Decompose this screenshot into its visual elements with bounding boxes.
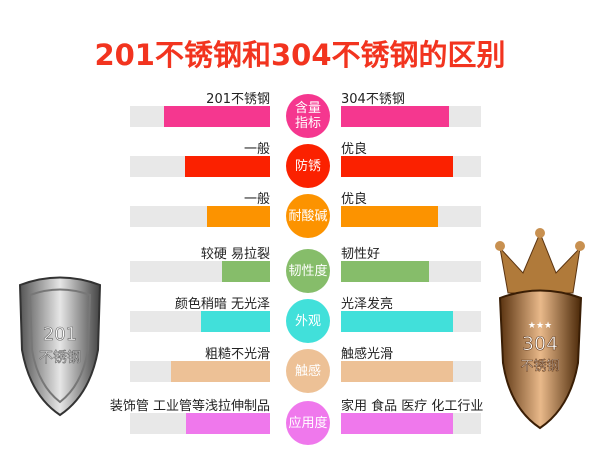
right-label: 优良 xyxy=(341,142,368,157)
left-label: 装饰管 工业管等浅拉伸制品 xyxy=(109,399,270,414)
right-bar-track xyxy=(341,261,481,282)
right-bar-fill xyxy=(341,261,430,282)
comparison-row: 一般 耐酸碱 优良 xyxy=(0,188,600,238)
page-title: 201不锈钢和304不锈钢的区别 xyxy=(94,38,506,72)
left-bar-fill xyxy=(186,413,270,434)
category-badge: 耐酸碱 xyxy=(286,194,330,238)
left-bar-track xyxy=(130,206,270,227)
right-bar-track xyxy=(341,106,481,127)
comparison-row: 粗糙不光滑 触感 触感光滑 xyxy=(0,343,600,393)
right-bar-track xyxy=(341,311,481,332)
svg-text:不锈钢: 不锈钢 xyxy=(39,350,81,366)
svg-text:不锈钢: 不锈钢 xyxy=(520,359,559,374)
left-bar-track xyxy=(130,311,270,332)
left-bar-fill xyxy=(207,206,270,227)
right-bar-fill xyxy=(341,413,453,434)
left-label: 201不锈钢 xyxy=(206,92,270,107)
shield-304-crown-icon: ★★★ 304 不锈钢 xyxy=(495,228,585,430)
left-bar-fill xyxy=(163,106,270,127)
comparison-row: 一般 防锈 优良 xyxy=(0,138,600,188)
category-badge: 外观 xyxy=(286,299,330,343)
right-label: 304不锈钢 xyxy=(341,92,405,107)
right-bar-fill xyxy=(341,206,438,227)
left-label: 一般 xyxy=(243,192,270,207)
category-badge: 防锈 xyxy=(286,144,330,188)
comparison-row: 颜色稍暗 无光泽 外观 光泽发亮 xyxy=(0,293,600,343)
right-bar-fill xyxy=(341,156,453,177)
comparison-row: 较硬 易拉裂 韧性度 韧性好 xyxy=(0,243,600,293)
right-label: 韧性好 xyxy=(341,247,381,262)
category-badge: 应用度 xyxy=(286,401,330,445)
comparison-row: 201不锈钢 含量指标 304不锈钢 xyxy=(0,88,600,138)
comparison-row: 装饰管 工业管等浅拉伸制品 应用度 家用 食品 医疗 化工行业 xyxy=(0,395,600,445)
right-bar-fill xyxy=(341,361,453,382)
right-bar-track xyxy=(341,156,481,177)
left-bar-fill xyxy=(222,261,270,282)
left-bar-track xyxy=(130,361,270,382)
left-bar-track xyxy=(130,261,270,282)
right-label: 光泽发亮 xyxy=(341,297,394,312)
right-bar-track xyxy=(341,413,481,434)
left-bar-track xyxy=(130,413,270,434)
left-label: 较硬 易拉裂 xyxy=(200,247,270,262)
right-label: 家用 食品 医疗 化工行业 xyxy=(341,399,484,414)
right-label: 触感光滑 xyxy=(341,347,394,362)
right-bar-track xyxy=(341,206,481,227)
right-bar-track xyxy=(341,361,481,382)
right-bar-fill xyxy=(341,311,453,332)
left-bar-fill xyxy=(170,361,270,382)
left-bar-fill xyxy=(184,156,270,177)
svg-text:304: 304 xyxy=(522,333,558,355)
left-label: 一般 xyxy=(243,142,270,157)
category-badge: 韧性度 xyxy=(286,249,330,293)
left-bar-track xyxy=(130,156,270,177)
svg-text:201: 201 xyxy=(43,324,77,345)
left-label: 粗糙不光滑 xyxy=(204,347,270,362)
left-label: 颜色稍暗 无光泽 xyxy=(174,297,270,312)
shield-201-icon: 201 不锈钢 xyxy=(18,276,102,417)
category-badge: 含量指标 xyxy=(286,94,330,138)
svg-text:★★★: ★★★ xyxy=(528,321,552,331)
right-label: 优良 xyxy=(341,192,368,207)
right-bar-fill xyxy=(341,106,449,127)
left-bar-fill xyxy=(201,311,270,332)
left-bar-track xyxy=(130,106,270,127)
category-badge: 触感 xyxy=(286,349,330,393)
